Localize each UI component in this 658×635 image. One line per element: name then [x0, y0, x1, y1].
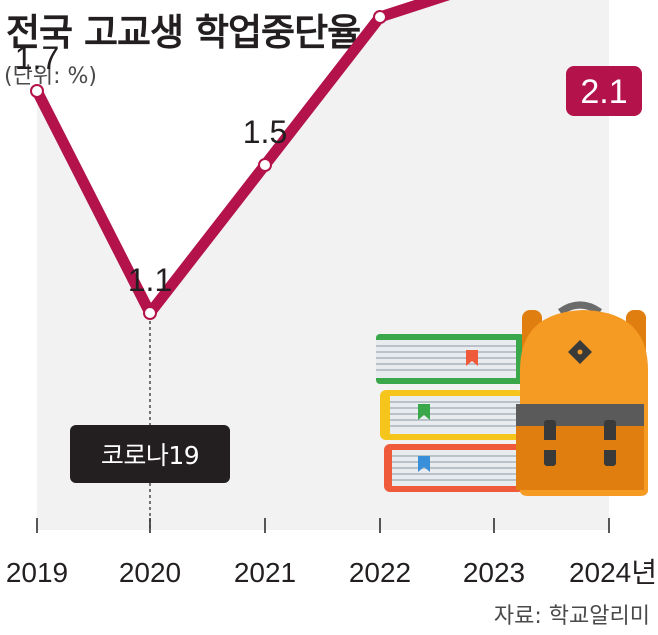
backpack-icon [516, 301, 648, 496]
data-point [143, 306, 157, 320]
x-tick-label: 2022 [349, 557, 411, 588]
data-point [258, 158, 272, 172]
data-label: 1.9 [358, 0, 402, 2]
data-label: 1.5 [243, 114, 287, 150]
x-tick-label: 2021 [234, 557, 296, 588]
x-tick-label: 2020 [119, 557, 181, 588]
unit-label: (단위: %) [4, 64, 97, 89]
data-label: 1.1 [128, 262, 172, 298]
source-label: 자료: 학교알리미 [493, 604, 650, 629]
data-labels: 1.71.11.51.92.02.1 [15, 0, 642, 298]
books-icon [376, 334, 524, 492]
series-line [31, 0, 451, 319]
covid-annotation: 코로나19 [70, 425, 230, 483]
highlight-label-box [566, 66, 642, 116]
data-point [30, 84, 44, 98]
x-tick-label: 2019 [6, 557, 68, 588]
data-point [373, 10, 387, 24]
data-points [30, 10, 387, 320]
data-label: 1.7 [15, 40, 59, 76]
data-label: 2.1 [580, 73, 627, 111]
x-tick-label: 2023 [463, 557, 525, 588]
x-axis-labels: 2019 2020 2021 2022 2023 2024년 [6, 557, 657, 588]
x-tick-label: 2024년 [569, 557, 657, 588]
